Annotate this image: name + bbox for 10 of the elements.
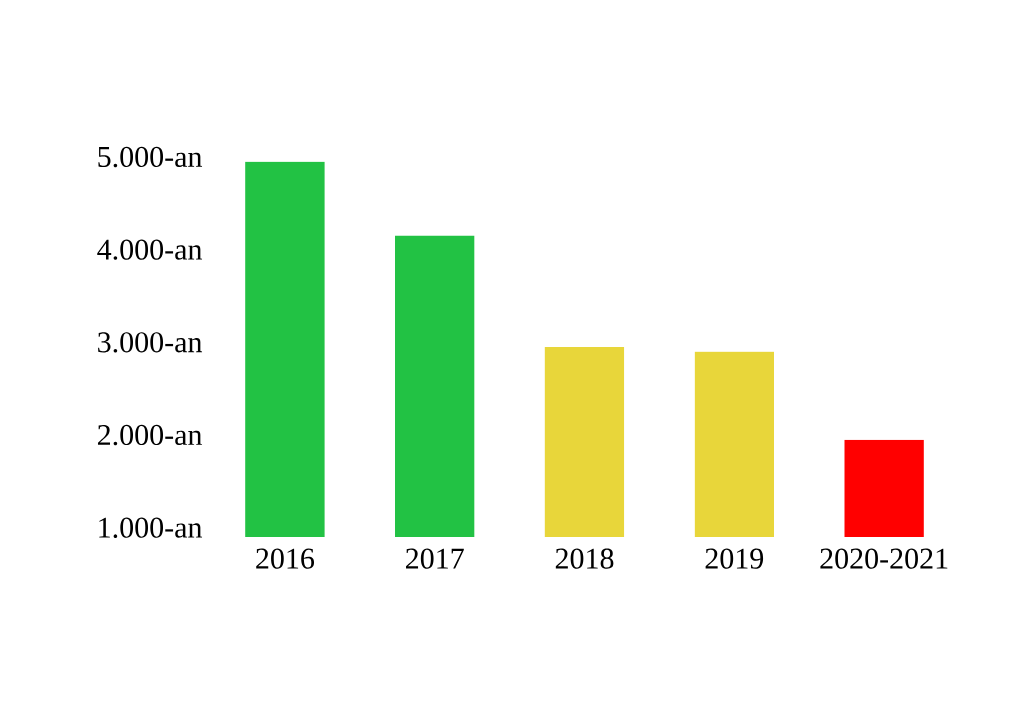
y-tick-label: 4.000-an [97, 239, 203, 260]
x-tick-label: 2017 [406, 548, 464, 569]
y-tick-label: 1.000-an [99, 517, 203, 538]
y-tick-label: 5.000-an [98, 146, 203, 168]
x-tick-label: 2020-2021 [820, 548, 948, 569]
y-tick-label: 2.000-an [97, 424, 203, 446]
x-tick-label: 2018 [555, 548, 614, 569]
y-tick-label: 3.000-an [98, 332, 203, 353]
x-tick-label: 2016 [256, 548, 315, 569]
x-tick-label: 2019 [705, 548, 764, 569]
